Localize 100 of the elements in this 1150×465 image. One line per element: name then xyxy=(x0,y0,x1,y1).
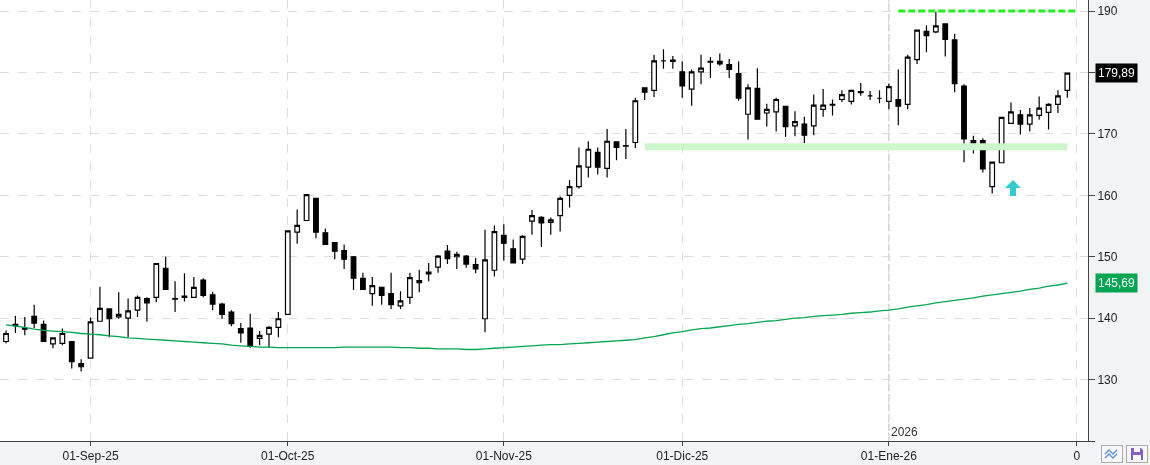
y-tick-label: 170 xyxy=(1097,127,1118,142)
candlestick xyxy=(322,227,329,246)
candlestick xyxy=(707,56,714,79)
candlestick xyxy=(153,262,160,303)
candlestick xyxy=(876,89,883,104)
candlestick xyxy=(604,128,611,179)
candlestick xyxy=(669,55,676,70)
candlestick xyxy=(331,242,338,260)
candlestick xyxy=(613,140,620,161)
candlestick xyxy=(688,68,695,107)
candlestick xyxy=(106,308,113,338)
candlestick xyxy=(820,88,827,118)
candlestick xyxy=(904,54,911,110)
x-tick-label: 01-Oct-25 xyxy=(261,449,315,464)
y-tick-label: 140 xyxy=(1097,311,1118,326)
candlestick xyxy=(482,229,488,333)
candlestick xyxy=(538,215,545,248)
candlestick xyxy=(735,60,742,102)
candlestick xyxy=(857,82,864,97)
candlestick xyxy=(726,58,733,79)
candlestick xyxy=(59,328,66,346)
candlestick xyxy=(660,48,667,70)
candlestick xyxy=(885,82,892,110)
candlestick xyxy=(500,223,507,262)
candlestick xyxy=(143,296,150,323)
candlestick xyxy=(951,33,958,93)
candlestick xyxy=(923,24,930,53)
candlestick xyxy=(435,254,441,274)
candlestick xyxy=(547,216,554,236)
y-tick-label: 150 xyxy=(1097,249,1118,264)
candlestick xyxy=(115,291,122,320)
candlestick xyxy=(397,290,404,310)
candlestick xyxy=(510,238,517,265)
candlestick xyxy=(754,67,761,120)
line-series xyxy=(5,282,1068,351)
candlestick xyxy=(1064,72,1071,99)
candlestick xyxy=(463,254,470,269)
candlestick xyxy=(594,146,601,176)
candlestick xyxy=(200,277,207,298)
candlestick xyxy=(895,68,902,126)
candlestick xyxy=(576,146,582,190)
candlestick xyxy=(745,83,751,141)
candlestick xyxy=(914,28,920,65)
candlestick xyxy=(275,311,282,338)
candlestick xyxy=(209,291,216,311)
candlestick xyxy=(932,11,939,34)
x-tick-label: 0 xyxy=(1073,449,1081,464)
candlestick xyxy=(763,103,770,128)
candlestick xyxy=(3,329,9,344)
candlestick xyxy=(1026,107,1033,133)
text: 145,69 xyxy=(1098,276,1136,290)
candlestick xyxy=(792,110,798,137)
candlestick xyxy=(341,243,348,270)
candlestick xyxy=(623,128,629,160)
candlestick xyxy=(294,208,301,245)
candlestick xyxy=(1008,101,1014,125)
candlestick xyxy=(21,316,28,336)
candlestick xyxy=(406,272,413,305)
candlestick xyxy=(472,257,479,274)
candlestick xyxy=(829,98,836,117)
candlestick xyxy=(181,272,188,303)
candlestick xyxy=(961,83,967,163)
candlestick xyxy=(801,116,808,144)
candlestick xyxy=(425,262,432,282)
candlestick xyxy=(867,90,873,101)
candlestick xyxy=(716,52,723,67)
candlestick xyxy=(1036,95,1043,121)
candlestick xyxy=(810,93,817,136)
candlestick xyxy=(31,304,38,329)
candlestick xyxy=(247,313,254,349)
candlestick xyxy=(679,60,686,99)
candlestick xyxy=(491,224,498,277)
text: 179,89 xyxy=(1098,66,1136,80)
candlestick xyxy=(1045,102,1052,131)
candlestick xyxy=(284,230,291,316)
candlestick xyxy=(378,286,385,306)
candlestick xyxy=(219,302,225,320)
candlestick xyxy=(942,23,949,58)
candlestick xyxy=(632,97,639,149)
candlestick xyxy=(256,330,263,346)
candlestick xyxy=(78,358,85,373)
candlestick xyxy=(416,269,423,293)
candlestick xyxy=(388,272,394,310)
candlestick xyxy=(303,193,310,222)
candlestick xyxy=(529,209,535,236)
candlestick xyxy=(651,54,657,98)
candlestick xyxy=(125,297,132,338)
candlestick xyxy=(585,140,592,179)
y-tick-label: 130 xyxy=(1097,372,1118,387)
candlestick xyxy=(40,320,47,343)
candlestick xyxy=(641,86,648,101)
candlestick xyxy=(698,54,704,85)
x-tick-label: 01-Nov-25 xyxy=(475,449,533,464)
candlestick xyxy=(782,105,789,138)
candlestick xyxy=(773,97,780,133)
candlestick xyxy=(848,89,855,106)
candlestick xyxy=(97,286,103,322)
candlestick xyxy=(360,272,366,291)
candlestick xyxy=(68,340,75,370)
candlestick xyxy=(369,276,376,307)
